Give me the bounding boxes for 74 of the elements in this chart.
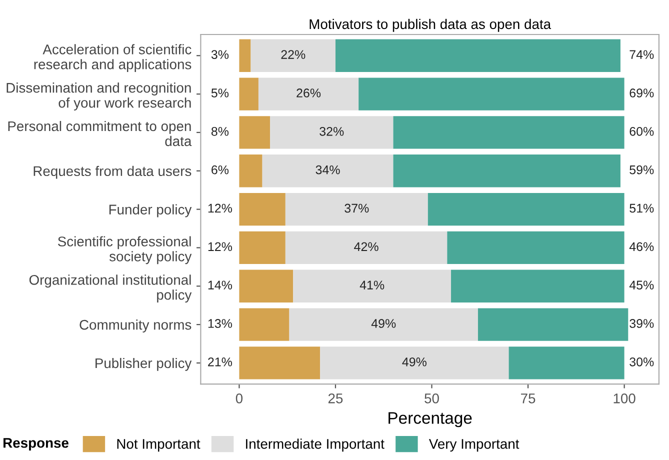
data-label: 46% [629, 242, 654, 252]
bar [239, 116, 270, 149]
y-tick-label: Publisher policy [96, 358, 192, 371]
x-axis-title: Percentage [388, 412, 472, 428]
data-label: 26% [296, 88, 321, 98]
chart-title: Motivators to publish data as open data [310, 18, 552, 32]
bar [270, 116, 394, 149]
bar [451, 270, 624, 302]
bar [239, 154, 262, 188]
legend-title: Response [4, 438, 68, 451]
y-tick-label: Scientific professional society policy [58, 236, 192, 264]
data-label: 30% [630, 357, 654, 366]
data-label: 13% [208, 319, 232, 328]
bar [239, 231, 286, 264]
bar [239, 308, 290, 341]
data-label: 34% [316, 165, 340, 174]
data-label: 41% [360, 280, 384, 290]
y-tick-label: Acceleration of scientific research and applications [34, 44, 192, 72]
y-tick-label: Requests from data users [34, 166, 192, 179]
bar [358, 78, 624, 110]
bar [393, 116, 624, 149]
y-tick-label: Organizational institutional policy [29, 274, 192, 303]
bar [293, 270, 452, 302]
data-label: 59% [630, 165, 654, 174]
data-label: 22% [281, 50, 306, 59]
y-tick-label: Dissemination and recognition of your work research [6, 82, 191, 110]
x-tick-label: 25 [328, 393, 343, 404]
data-label: 74% [630, 50, 654, 59]
bar [289, 308, 478, 341]
data-label: 51% [630, 204, 654, 213]
legend-label: Intermediate Important [246, 438, 384, 452]
bar [335, 39, 620, 72]
data-label: 39% [630, 319, 654, 328]
bar [508, 346, 624, 380]
x-tick-label: 50 [424, 393, 439, 404]
data-label: 14% [208, 280, 232, 290]
legend-label: Very Important [428, 439, 520, 452]
data-label: 12% [208, 204, 232, 213]
x-tick-label: 100 [614, 393, 636, 404]
bar [258, 78, 359, 110]
data-label: 49% [371, 319, 396, 328]
data-label: 37% [344, 204, 369, 213]
data-label: 8% [211, 126, 229, 136]
bar [478, 308, 628, 341]
y-tick-label: Funder policy [109, 204, 192, 218]
data-label: 6% [212, 165, 229, 174]
y-tick-label: Community norms [80, 320, 192, 332]
bar [239, 270, 294, 302]
bar [428, 192, 624, 226]
bar [239, 346, 320, 380]
bar [447, 231, 624, 264]
data-label: 21% [208, 357, 232, 366]
data-label: 60% [630, 126, 654, 136]
x-tick-label: 0 [236, 393, 243, 404]
data-label: 69% [630, 88, 654, 98]
bar [262, 154, 394, 188]
bar [239, 39, 251, 72]
data-label: 42% [354, 242, 378, 252]
data-label: 3% [211, 50, 229, 59]
bar [320, 346, 509, 380]
data-label: 5% [211, 88, 229, 98]
bar [250, 39, 336, 72]
data-label: 45% [629, 280, 654, 290]
x-tick-label: 75 [521, 394, 536, 404]
legend-label: Not Important [117, 439, 200, 452]
data-label: 49% [402, 357, 426, 366]
bar [285, 192, 428, 226]
bar [239, 78, 258, 110]
bar [239, 192, 286, 226]
bar [393, 154, 620, 188]
data-label: 12% [208, 242, 232, 252]
y-tick-label: Personal commitment to open data [8, 120, 192, 146]
bar [285, 231, 448, 264]
data-label: 32% [320, 126, 344, 136]
